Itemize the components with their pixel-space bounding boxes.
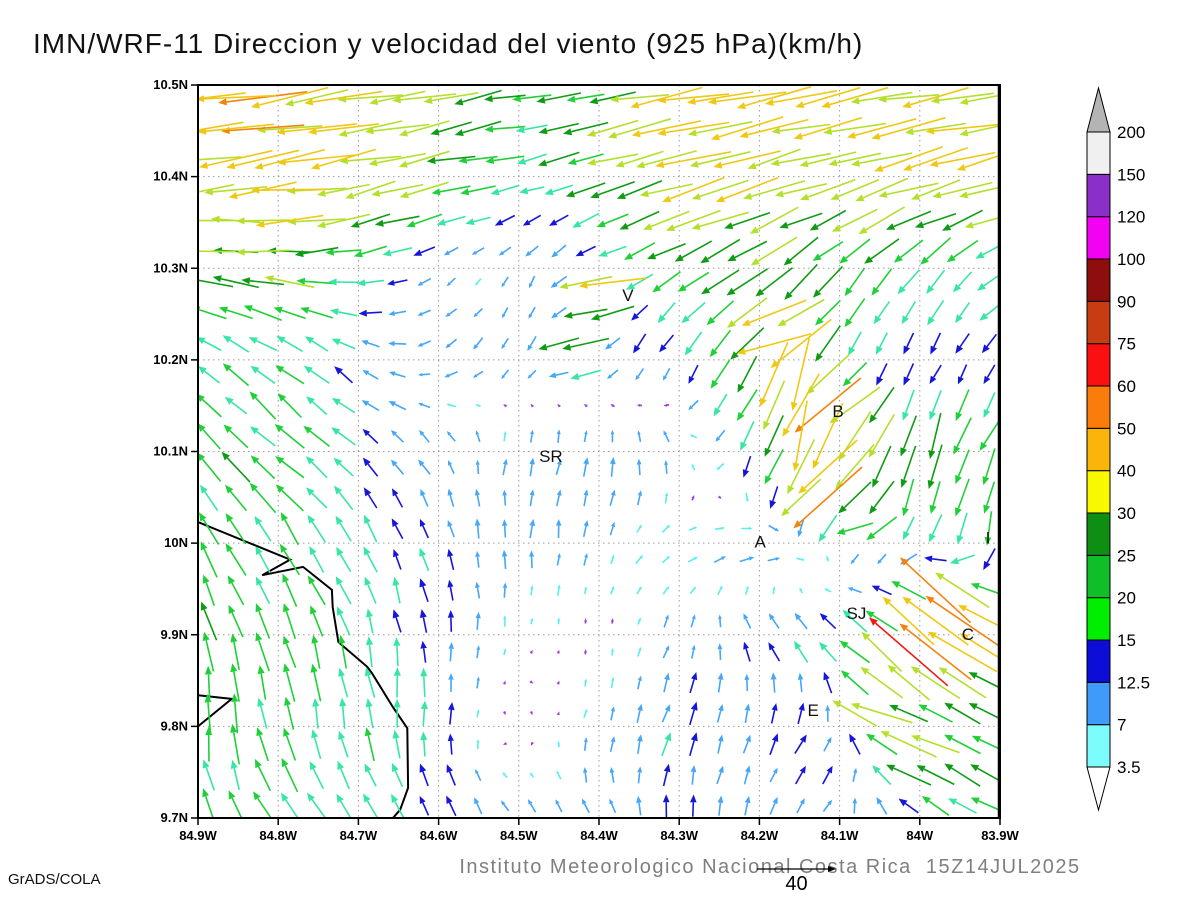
station-label-A: A <box>755 532 767 551</box>
x-tick-label: 84.3W <box>660 828 698 843</box>
y-tick-label: 10.3N <box>153 260 188 275</box>
colorbar-under-arrow <box>1086 766 1111 812</box>
station-label-B: B <box>832 402 843 421</box>
colorbar-band <box>1086 343 1111 387</box>
y-tick-label: 9.9N <box>161 627 188 642</box>
colorbar-label: 120 <box>1117 208 1145 227</box>
wind-arrow-shafts <box>449 278 832 780</box>
x-tick-label: 84.6W <box>420 828 458 843</box>
y-tick-label: 9.8N <box>161 718 188 733</box>
coastline-spit <box>198 694 235 728</box>
colorbar-label: 150 <box>1117 165 1145 184</box>
grads-credit: GrADS/COLA <box>8 871 101 888</box>
station-label-I: I <box>986 529 991 548</box>
wind-arrow-shafts <box>874 622 949 687</box>
colorbar-band <box>1086 131 1111 175</box>
plot-title: IMN/WRF-11 Direccion y velocidad del vie… <box>33 28 864 59</box>
wind-arrow-heads <box>446 282 829 776</box>
station-label-C: C <box>962 625 974 644</box>
colorbar-over-arrow <box>1086 86 1111 133</box>
station-label-E: E <box>807 701 818 720</box>
coastline-main <box>198 521 410 818</box>
wind-arrow-heads <box>869 617 878 626</box>
x-tick-label: 84W <box>906 828 933 843</box>
coastline <box>198 521 410 818</box>
x-tick-label: 84.4W <box>580 828 618 843</box>
colorbar-label: 15 <box>1117 631 1136 650</box>
colorbar-label: 25 <box>1117 546 1136 565</box>
colorbar-label: 30 <box>1117 504 1136 523</box>
y-tick-label: 10.5N <box>153 77 188 92</box>
colorbar-band <box>1086 216 1111 260</box>
colorbar-band <box>1086 385 1111 429</box>
x-tick-label: 84.5W <box>500 828 538 843</box>
wind-arrow-shafts <box>198 86 1000 673</box>
colorbar-label: 75 <box>1117 335 1136 354</box>
colorbar-band <box>1086 681 1111 726</box>
x-tick-label: 84.1W <box>821 828 859 843</box>
colorbar-label: 12.5 <box>1117 673 1150 692</box>
reference-arrow-head <box>828 866 836 872</box>
colorbar-label: 40 <box>1117 462 1136 481</box>
colorbar-label: 100 <box>1117 250 1145 269</box>
colorbar-band <box>1086 300 1111 345</box>
y-tick-label: 9.7N <box>161 810 188 825</box>
colorbar-band <box>1086 173 1111 218</box>
colorbar-label: 60 <box>1117 377 1136 396</box>
reference-arrow: 40 <box>757 866 836 895</box>
x-tick-label: 84.8W <box>259 828 297 843</box>
x-tick-label: 84.2W <box>741 828 779 843</box>
wind-arrow-shafts <box>367 244 918 816</box>
wind-arrow-shafts <box>203 124 1000 818</box>
colorbar-label: 3.5 <box>1117 758 1141 777</box>
colorbar-label: 90 <box>1117 292 1136 311</box>
station-label-SJ: SJ <box>847 604 867 623</box>
colorbar-band <box>1086 639 1111 683</box>
wind-arrow-heads <box>204 95 974 742</box>
wind-arrow-shafts <box>339 214 998 818</box>
y-tick-label: 10.4N <box>153 169 188 184</box>
y-tick-label: 10N <box>164 535 188 550</box>
axis-ticks <box>191 84 1001 825</box>
x-tick-label: 83.9W <box>981 828 1019 843</box>
x-tick-label: 84.7W <box>340 828 378 843</box>
wind-arrow-layer <box>198 86 1000 818</box>
station-labels: V SR B A I SJ C E <box>539 286 990 720</box>
wind-arrow-shafts <box>503 403 720 745</box>
y-tick-label: 10.2N <box>153 352 188 367</box>
grid-lines <box>198 85 1000 818</box>
axis-labels: 10.5N 10.4N 10.3N 10.2N 10.1N 10N 9.9N 9.8N 9.7N… <box>153 77 1019 843</box>
wind-arrow-heads <box>218 98 935 632</box>
colorbar-label: 50 <box>1117 419 1136 438</box>
colorbar-band <box>1086 427 1111 472</box>
colorbar-band <box>1086 512 1111 556</box>
colorbar-label: 20 <box>1117 589 1136 608</box>
x-tick-label: 84.9W <box>179 828 217 843</box>
colorbar-label: 200 <box>1117 123 1145 142</box>
colorbar-band <box>1086 554 1111 599</box>
wind-arrow-heads <box>361 250 908 806</box>
footer-caption: Instituto Meteorologico Nacional Costa R… <box>459 856 1081 878</box>
colorbar-band <box>1086 470 1111 514</box>
colorbar-band <box>1086 258 1111 302</box>
wind-arrow-heads <box>502 403 722 746</box>
y-tick-label: 10.1N <box>153 444 188 459</box>
station-label-V: V <box>622 286 634 305</box>
colorbar-band <box>1086 597 1111 641</box>
station-label-SR: SR <box>539 447 563 466</box>
colorbar-label: 7 <box>1117 716 1126 735</box>
wind-arrow-shafts <box>226 91 1000 681</box>
wind-arrow-shafts <box>198 89 1000 787</box>
reference-arrow-label: 40 <box>785 873 807 895</box>
wind-arrow-heads <box>334 219 991 807</box>
colorbar-band <box>1086 724 1111 768</box>
wind-arrow-heads <box>200 95 980 773</box>
colorbar <box>1086 86 1111 812</box>
colorbar-labels: 3.5 7 12.5 15 20 25 30 40 50 60 75 90 100 120 150 200 <box>1117 123 1150 777</box>
wind-arrow-shafts <box>198 93 1000 818</box>
